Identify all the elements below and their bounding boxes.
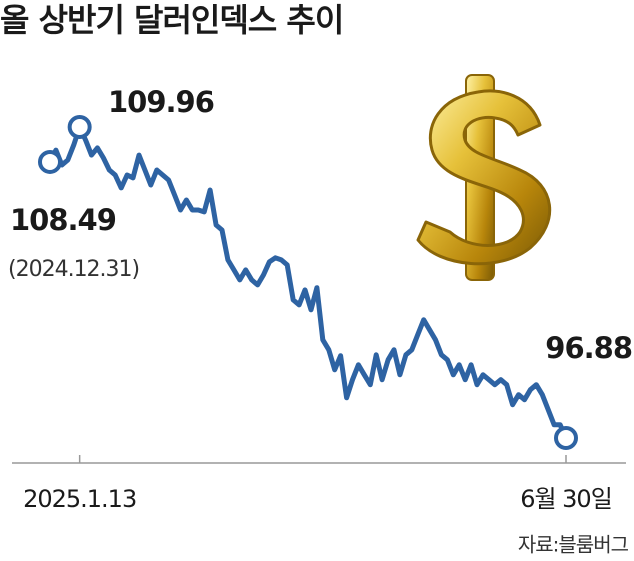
x-tick-label: 6월 30일 xyxy=(520,485,612,513)
chart-title: 올 상반기 달러인덱스 추이 xyxy=(0,1,343,39)
point-marker xyxy=(554,426,578,450)
source: 자료:블룸버그 xyxy=(518,533,629,557)
line xyxy=(47,124,569,440)
value-label: 96.88 xyxy=(545,331,632,365)
x-tick-label: 2025.1.13 xyxy=(23,485,136,513)
annotation: (2024.12.31) xyxy=(8,257,139,282)
dollar-icon xyxy=(416,74,552,281)
point-marker xyxy=(67,115,92,139)
point-marker xyxy=(38,149,62,174)
value-label: 109.96 xyxy=(108,85,214,119)
value-label: 108.49 xyxy=(10,203,116,237)
